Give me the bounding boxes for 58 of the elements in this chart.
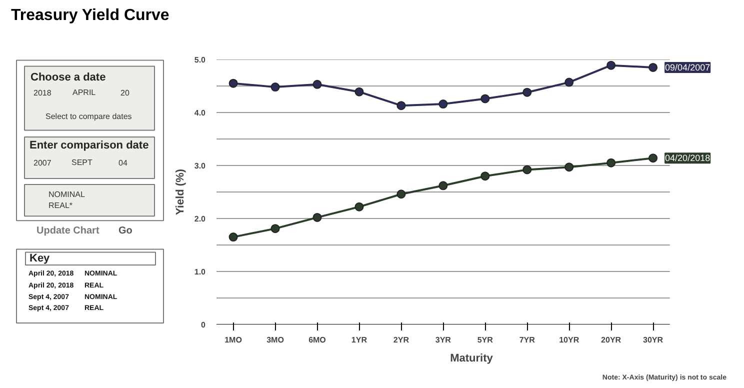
point	[438, 100, 448, 109]
point	[312, 80, 322, 89]
x-tick-label: 10YR	[559, 336, 580, 344]
text: Go	[118, 226, 132, 237]
point	[312, 212, 322, 222]
point	[228, 78, 238, 88]
text: Update Chart	[36, 226, 100, 237]
point	[648, 154, 658, 163]
point	[354, 87, 364, 96]
point	[438, 181, 448, 190]
point	[270, 82, 280, 92]
x-tick-label: 5YR	[477, 336, 494, 344]
text: SEPT	[72, 158, 93, 168]
text: 2018	[34, 88, 52, 98]
text: Enter comparison date	[30, 139, 149, 152]
y-tick-label: 5.0	[194, 56, 206, 64]
point	[396, 190, 406, 199]
point	[522, 88, 532, 97]
point	[522, 165, 532, 174]
text: APRIL	[72, 88, 96, 98]
text: Select to compare dates	[46, 112, 132, 122]
chart-title: Treasury Yield Curve	[11, 6, 170, 26]
point	[354, 202, 364, 212]
y-tick-label: 3.0	[194, 162, 206, 170]
point	[606, 60, 616, 70]
text: Key	[30, 252, 51, 264]
x-tick-label: 7YR	[519, 336, 536, 344]
x-axis-title: Maturity	[450, 352, 494, 364]
point	[480, 172, 490, 181]
point	[228, 232, 238, 242]
text: 2007	[34, 158, 52, 168]
x-tick-label: 1MO	[224, 336, 242, 344]
point	[564, 78, 574, 87]
point	[480, 94, 490, 104]
point	[270, 224, 280, 234]
series-label: 04/20/2018	[665, 153, 710, 164]
x-tick-label: 1YR	[351, 336, 368, 344]
series-label: 09/04/2007	[665, 62, 710, 72]
text: 20	[120, 88, 130, 98]
text: NOMINAL	[48, 190, 86, 199]
point	[606, 158, 616, 168]
x-tick-label: 30YR	[643, 336, 664, 344]
y-tick-label: 4.0	[194, 108, 206, 118]
x-tick-label: 6MO	[308, 336, 326, 344]
x-tick-label: 3YR	[435, 336, 452, 344]
y-tick-label: 0	[201, 320, 206, 330]
x-tick-label: 2YR	[393, 336, 410, 344]
point	[396, 101, 406, 110]
y-axis-title: Yield (%)	[174, 168, 186, 216]
text: 04	[118, 158, 128, 168]
y-tick-label: 1.0	[194, 268, 206, 276]
x-tick-label: 20YR	[601, 336, 622, 344]
y-tick-label: 2.0	[194, 214, 206, 224]
point	[564, 162, 574, 172]
point	[648, 62, 658, 72]
text: Choose a date	[30, 72, 106, 84]
x-tick-label: 3MO	[266, 336, 284, 344]
text: REAL*	[48, 201, 73, 210]
